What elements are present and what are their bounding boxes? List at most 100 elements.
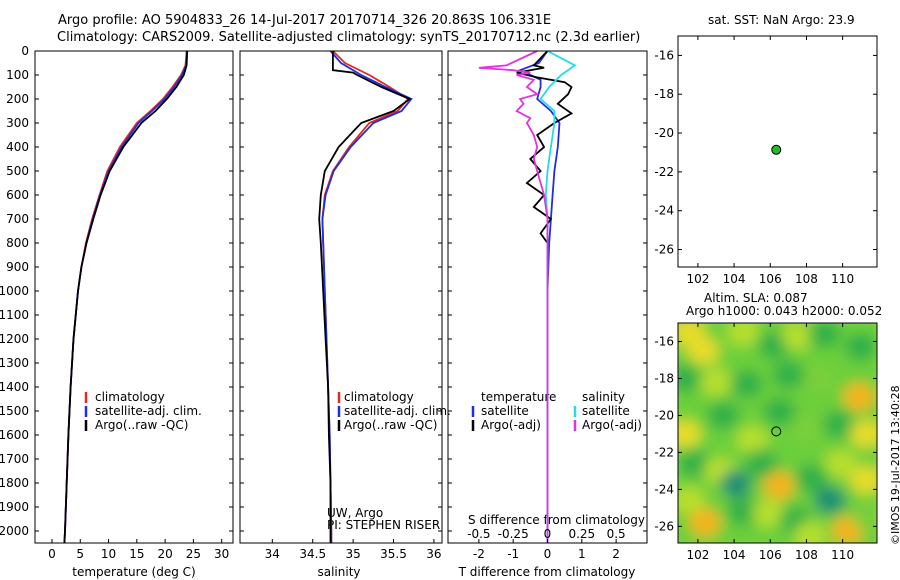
- p3-xtick-label: 1: [578, 547, 586, 561]
- depth-tick-label: 1000: [0, 284, 29, 298]
- depth-tick-label: 1400: [0, 380, 29, 394]
- p1-xtick-label: 15: [129, 547, 144, 561]
- legend1-climatology: climatology: [95, 390, 165, 404]
- sla-anomaly-blob: [844, 333, 877, 362]
- sla-anomaly-blob: [689, 508, 722, 537]
- p2-xtick-label: 34: [265, 547, 280, 561]
- depth-tick-label: 1300: [0, 356, 29, 370]
- sla-anomaly-blob: [781, 323, 814, 350]
- sla-map-ytick-label: -26: [654, 519, 674, 533]
- depth-tick-label: 200: [6, 92, 29, 106]
- sla-anomaly-blob: [730, 370, 763, 399]
- sst-map-xtick-label: 108: [795, 272, 818, 286]
- legend3-salinity-heading: salinity: [582, 390, 626, 404]
- sla-anomaly-blob: [727, 323, 760, 347]
- sla-anomaly-blob: [678, 449, 711, 478]
- p3-top-xtick-label: 0.5: [607, 527, 626, 541]
- sla-anomaly-blob: [790, 414, 823, 443]
- p1-xtick-label: 30: [214, 547, 229, 561]
- sla-title: Altim. SLA: 0.087: [704, 291, 808, 305]
- sla-anomaly-blob: [707, 401, 740, 430]
- legend3-temperature-heading: temperature: [481, 390, 557, 404]
- credit-line2: PI: STEPHEN RISER: [327, 518, 441, 532]
- legend1-satellite: satellite-adj. clim.: [95, 404, 202, 418]
- p2-xlabel: salinity: [317, 565, 360, 579]
- sla-map-xtick-label: 106: [759, 548, 782, 562]
- sla-map-ytick-label: -20: [654, 408, 674, 422]
- legend2-argo: Argo(..raw -QC): [344, 418, 438, 432]
- p1-xtick-label: 5: [76, 547, 84, 561]
- sla-map-ytick-label: -18: [654, 371, 674, 385]
- sst-map-ytick-label: -26: [654, 243, 674, 257]
- credit-line1: UW, Argo: [327, 506, 384, 520]
- p1-xtick-label: 10: [101, 547, 116, 561]
- sst-map-ytick-label: -18: [654, 87, 674, 101]
- argo-position-marker-sla: [771, 426, 782, 437]
- sla-anomaly-blob: [795, 464, 828, 493]
- sst-map-ytick-label: -22: [654, 165, 674, 179]
- p3-xtick-label: 2: [612, 547, 620, 561]
- climatology-title: Climatology: CARS2009. Satellite-adjuste…: [57, 30, 641, 45]
- sla-anomaly-blob: [678, 364, 702, 393]
- depth-tick-label: 700: [6, 212, 29, 226]
- sst-map-frame: [677, 35, 878, 268]
- sla-blobs: [678, 323, 877, 543]
- depth-tick-label: 1900: [0, 500, 29, 514]
- sla-anomaly-blob: [824, 449, 857, 478]
- argo-position-marker: [771, 144, 782, 155]
- sla-map-frame: [677, 322, 878, 544]
- sla-anomaly-blob: [687, 336, 720, 365]
- legend2-climatology: climatology: [344, 390, 414, 404]
- legend3-salinity-satellite: satellite: [582, 404, 630, 418]
- depth-tick-label: 100: [6, 68, 29, 82]
- legend1-argo: Argo(..raw -QC): [95, 418, 189, 432]
- sst-map-ytick-label: -20: [654, 126, 674, 140]
- profile-line-p1-s3: [63, 50, 189, 544]
- profile-title: Argo profile: AO 5904833_26 14-Jul-2017 …: [58, 13, 552, 28]
- depth-tick-label: 0: [21, 44, 29, 58]
- depth-tick-label: 2000: [0, 524, 29, 538]
- sla-anomaly-blob: [794, 521, 827, 543]
- sst-map-title: sat. SST: NaN Argo: 23.9: [708, 13, 855, 27]
- sla-anomaly-blob: [772, 360, 805, 389]
- legend3-temperature-argo: Argo(-adj): [481, 418, 541, 432]
- sla-map-xtick-label: 104: [723, 548, 746, 562]
- p2-xtick-label: 34.5: [299, 547, 326, 561]
- sla-anomaly-blob: [808, 323, 841, 349]
- p3-top-xtick-label: 0.25: [568, 527, 595, 541]
- profile-line-p2-s1: [321, 50, 410, 543]
- sla-anomaly-blob: [752, 499, 785, 528]
- sla-map-xtick-label: 108: [795, 548, 818, 562]
- depth-tick-label: 1800: [0, 476, 29, 490]
- sla-anomaly-blob: [745, 449, 778, 478]
- p2-xtick-label: 36: [426, 547, 441, 561]
- sla-anomaly-blob: [803, 364, 836, 393]
- profile-line-p1-s2: [63, 50, 189, 544]
- panel1-frame: [34, 50, 234, 544]
- sla-anomaly-blob: [851, 503, 877, 532]
- sla-anomaly-blob: [719, 469, 752, 498]
- sst-map-xtick-label: 106: [759, 272, 782, 286]
- p3-xtick-label: 0: [544, 547, 552, 561]
- depth-tick-label: 300: [6, 116, 29, 130]
- sla-map-xtick-label: 102: [686, 548, 709, 562]
- depth-tick-label: 1100: [0, 308, 29, 322]
- p3-top-xtick-label: 0: [544, 527, 552, 541]
- profile-line-p3-s3: [539, 50, 577, 543]
- profile-line-p1-s1: [63, 50, 188, 544]
- depth-tick-label: 1200: [0, 332, 29, 346]
- depth-tick-label: 900: [6, 260, 29, 274]
- sla-anomaly-blob: [763, 397, 796, 426]
- panel2-frame: [239, 50, 443, 544]
- s-difference-label: S difference from climatology: [468, 513, 645, 527]
- p3-top-xtick-label: -0.5: [467, 527, 490, 541]
- p3-top-xtick-label: -0.25: [498, 527, 529, 541]
- sla-anomaly-blob: [813, 486, 846, 515]
- depth-tick-label: 600: [6, 188, 29, 202]
- p2-xtick-label: 35: [345, 547, 360, 561]
- depth-tick-label: 400: [6, 140, 29, 154]
- p3-xtick-label: -2: [473, 547, 485, 561]
- sla-anomaly-blob: [850, 419, 877, 448]
- sla-heatmap: [678, 323, 877, 543]
